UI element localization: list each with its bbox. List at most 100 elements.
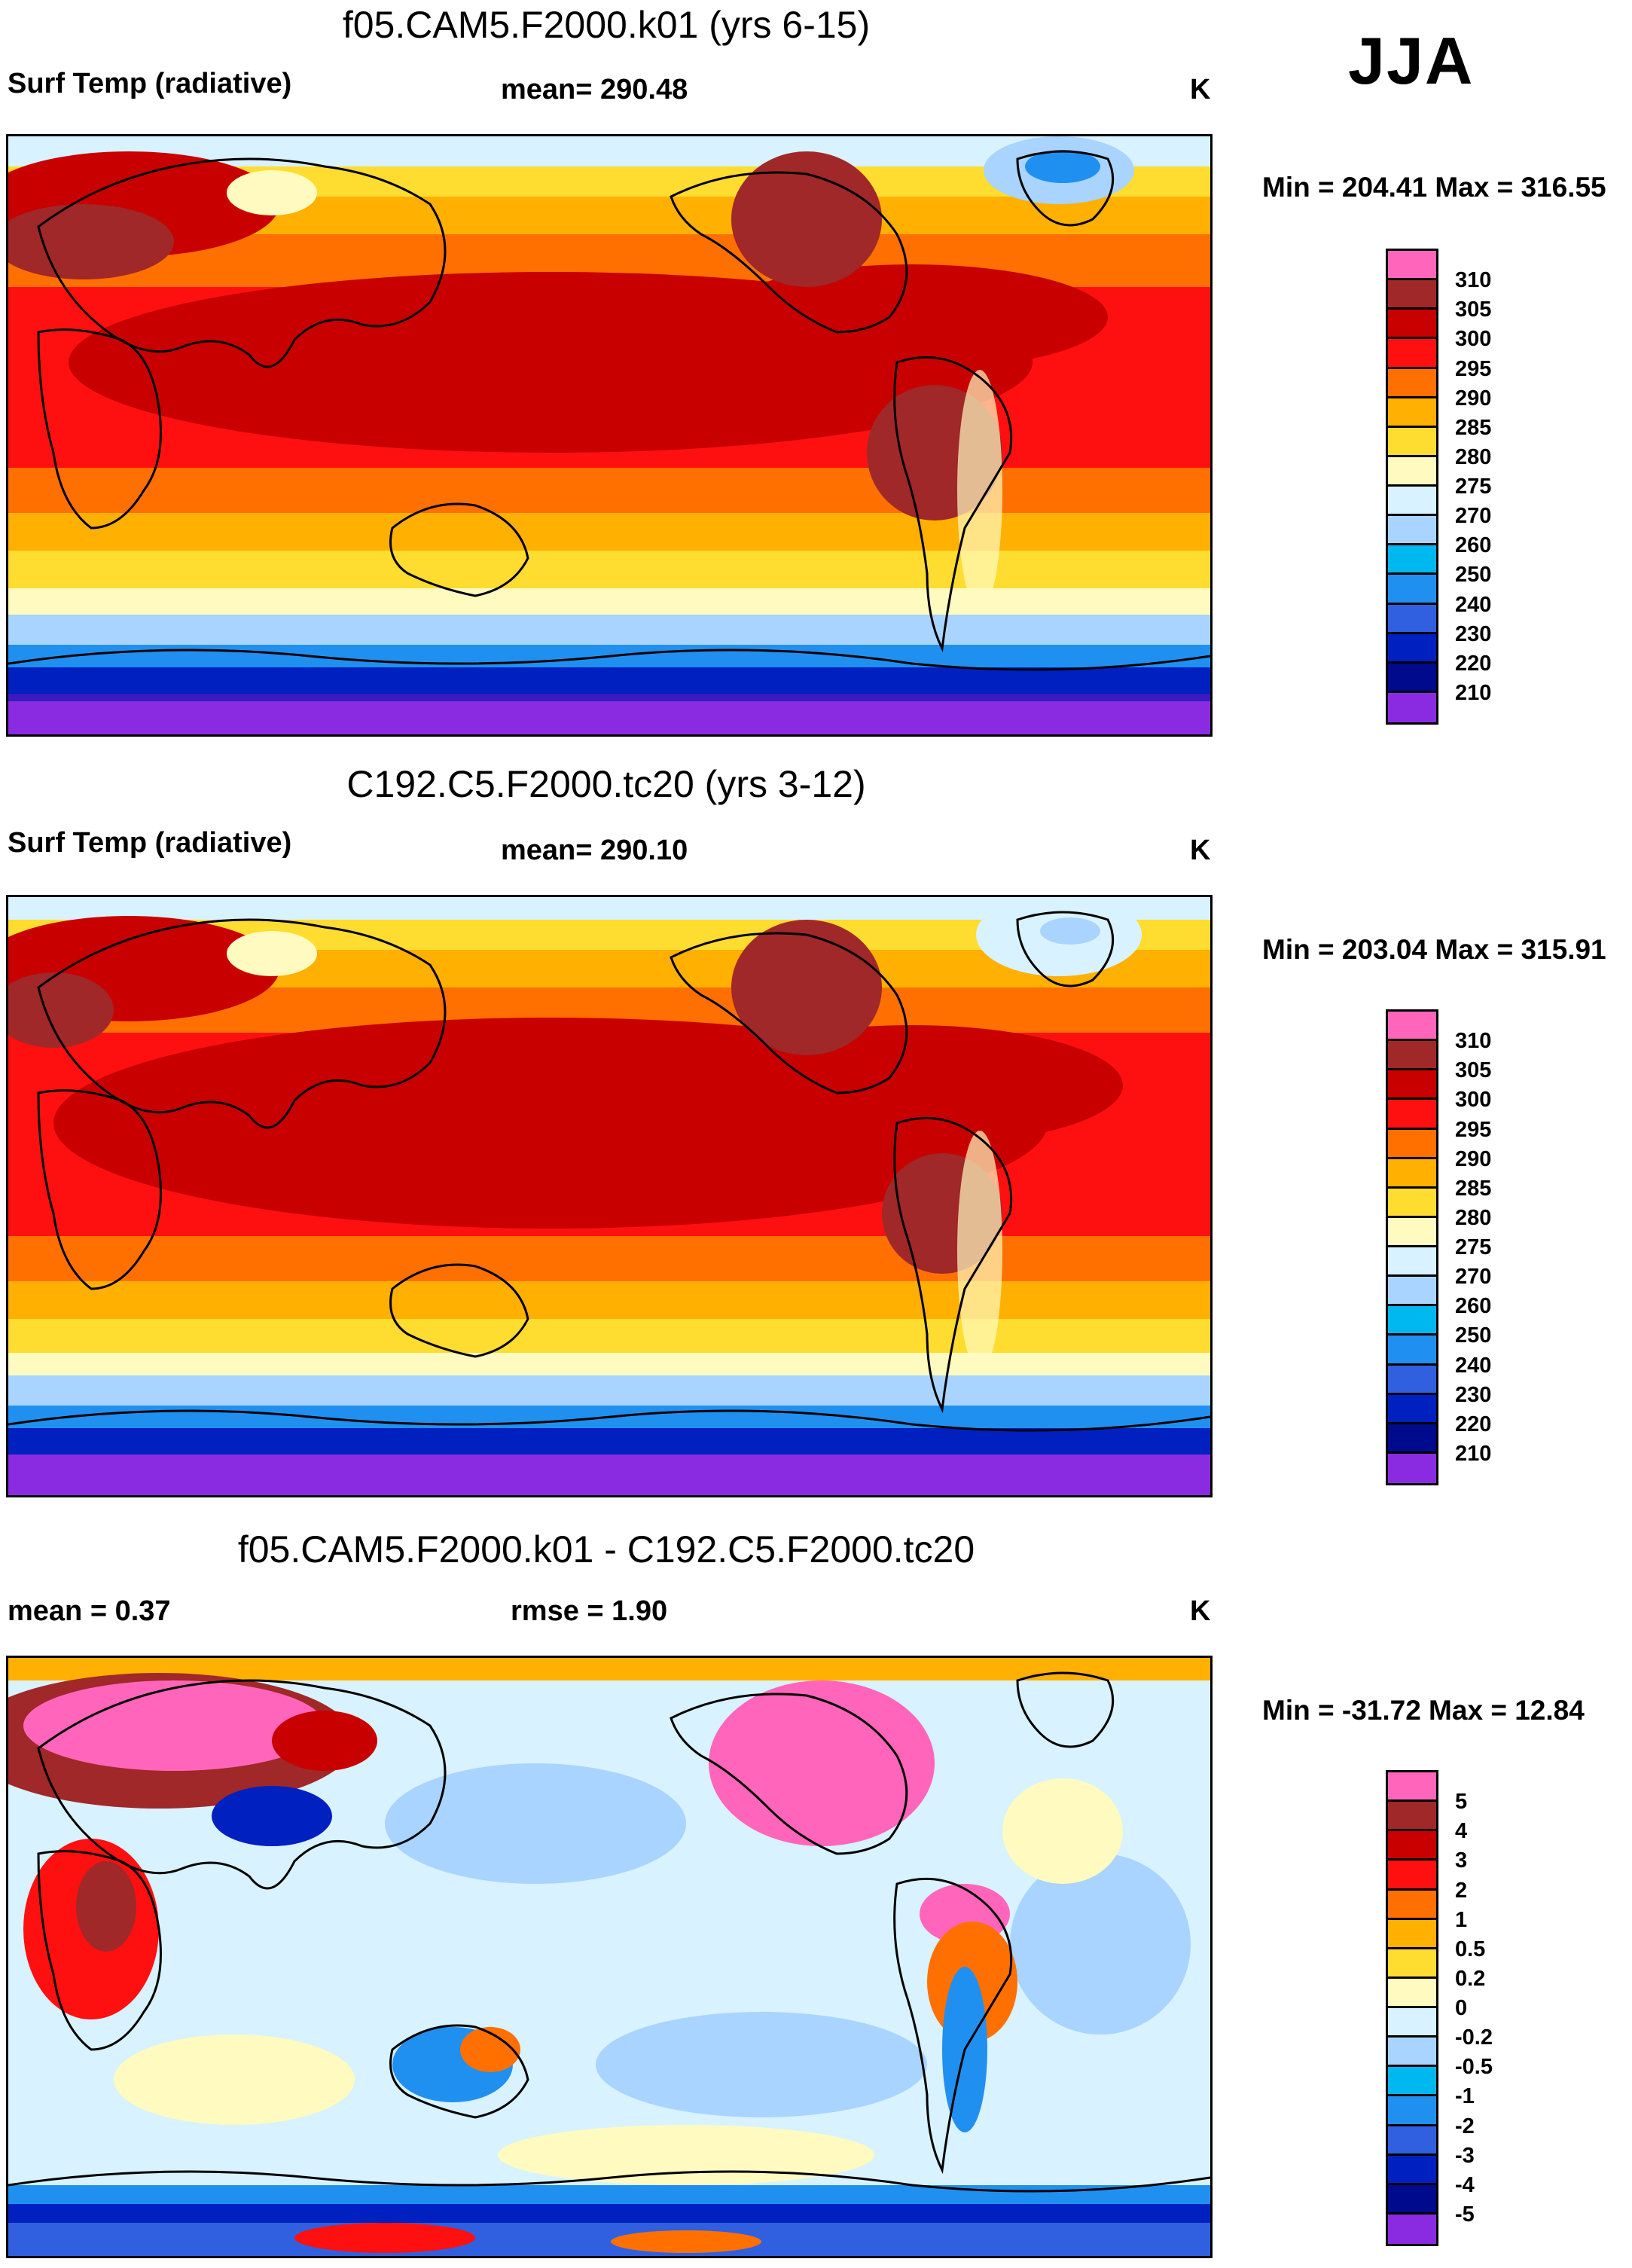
- panel-1-map-svg: [8, 136, 1210, 734]
- colorbar-label: -5: [1455, 2202, 1475, 2227]
- colorbar-box: [1388, 2008, 1436, 2038]
- colorbar-label: 0: [1455, 1996, 1468, 2020]
- colorbar-label: 310: [1455, 1029, 1492, 1054]
- colorbar-box: [1388, 1188, 1436, 1218]
- colorbar-label: 310: [1455, 268, 1492, 293]
- colorbar-label: 285: [1455, 1176, 1492, 1201]
- colorbar-label: 3: [1455, 1848, 1468, 1873]
- colorbar-box: [1388, 1453, 1436, 1483]
- colorbar-box: [1388, 1217, 1436, 1247]
- panel-1-title: f05.CAM5.F2000.k01 (yrs 6-15): [342, 4, 871, 46]
- colorbar-label: 300: [1455, 327, 1492, 352]
- panel-1-map: [6, 134, 1213, 737]
- colorbar-label: 295: [1455, 1117, 1492, 1142]
- colorbar-label: 210: [1455, 680, 1492, 705]
- colorbar-box: [1388, 1802, 1436, 1832]
- colorbar-box: [1388, 2214, 1436, 2244]
- colorbar-label: 230: [1455, 621, 1492, 646]
- colorbar-label: 280: [1455, 1205, 1492, 1230]
- panel-2-colorbar: [1386, 1009, 1438, 1485]
- colorbar-box: [1388, 2184, 1436, 2215]
- colorbar-box: [1388, 516, 1436, 546]
- colorbar-label: 295: [1455, 356, 1492, 381]
- colorbar-box: [1388, 1158, 1436, 1189]
- panel-3-units: K: [1190, 1595, 1211, 1627]
- panel-3-mean: mean = 0.37: [8, 1595, 171, 1627]
- colorbar-box: [1388, 604, 1436, 634]
- colorbar-box: [1388, 1100, 1436, 1130]
- panel-1-mean: mean= 290.48: [501, 74, 688, 105]
- colorbar-label: 285: [1455, 415, 1492, 440]
- colorbar-box: [1388, 251, 1436, 281]
- panel-3-rmse: rmse = 1.90: [511, 1595, 668, 1627]
- season-label: JJA: [1348, 23, 1475, 98]
- colorbar-label: 0.5: [1455, 1937, 1486, 1961]
- colorbar-box: [1388, 1041, 1436, 1071]
- colorbar-label: -3: [1455, 2143, 1475, 2168]
- colorbar-box: [1388, 1949, 1436, 1979]
- colorbar-box: [1388, 1012, 1436, 1042]
- colorbar-box: [1388, 1070, 1436, 1100]
- colorbar-box: [1388, 1772, 1436, 1802]
- colorbar-box: [1388, 1424, 1436, 1454]
- colorbar-label: 305: [1455, 298, 1492, 322]
- colorbar-label: 210: [1455, 1441, 1492, 1466]
- colorbar-box: [1388, 1978, 1436, 2008]
- colorbar-label: 250: [1455, 1323, 1492, 1348]
- colorbar-box: [1388, 1247, 1436, 1277]
- colorbar-label: 240: [1455, 592, 1492, 617]
- colorbar-label: 270: [1455, 504, 1492, 529]
- panel-3-map-svg: [8, 1658, 1210, 2256]
- colorbar-label: -0.2: [1455, 2025, 1493, 2050]
- colorbar-label: 230: [1455, 1382, 1492, 1407]
- colorbar-label: -1: [1455, 2084, 1475, 2109]
- colorbar-box: [1388, 280, 1436, 310]
- colorbar-box: [1388, 339, 1436, 369]
- panel-3-map: [6, 1656, 1213, 2258]
- colorbar-box: [1388, 633, 1436, 664]
- colorbar-box: [1388, 1394, 1436, 1424]
- colorbar-box: [1388, 1306, 1436, 1336]
- colorbar-label: 280: [1455, 444, 1492, 469]
- panel-2-units: K: [1190, 835, 1211, 866]
- colorbar-label: 290: [1455, 386, 1492, 411]
- colorbar-box: [1388, 1831, 1436, 1861]
- colorbar-label: 270: [1455, 1265, 1492, 1290]
- colorbar-box: [1388, 1277, 1436, 1307]
- colorbar-box: [1388, 310, 1436, 340]
- panel-2-minmax: Min = 203.04 Max = 315.91: [1262, 934, 1606, 965]
- panel-1-units: K: [1190, 74, 1211, 105]
- colorbar-box: [1388, 398, 1436, 428]
- colorbar-box: [1388, 1919, 1436, 1949]
- colorbar-box: [1388, 1860, 1436, 1891]
- colorbar-label: -0.5: [1455, 2055, 1493, 2080]
- colorbar-box: [1388, 2155, 1436, 2185]
- panel-1-variable: Surf Temp (radiative): [8, 68, 292, 99]
- colorbar-box: [1388, 2067, 1436, 2097]
- panel-2-mean: mean= 290.10: [501, 835, 688, 866]
- panel-1-colorbar: [1386, 249, 1438, 725]
- colorbar-label: 260: [1455, 1294, 1492, 1319]
- colorbar-label: 305: [1455, 1058, 1492, 1083]
- colorbar-box: [1388, 487, 1436, 517]
- colorbar-box: [1388, 1129, 1436, 1159]
- colorbar-box: [1388, 545, 1436, 575]
- panel-2-map-svg: [8, 897, 1210, 1495]
- colorbar-box: [1388, 1365, 1436, 1395]
- colorbar-label: 220: [1455, 1412, 1492, 1436]
- colorbar-label: 260: [1455, 533, 1492, 558]
- colorbar-label: 220: [1455, 651, 1492, 676]
- panel-2-variable: Surf Temp (radiative): [8, 827, 292, 859]
- colorbar-box: [1388, 692, 1436, 722]
- panel-1-minmax: Min = 204.41 Max = 316.55: [1262, 172, 1606, 203]
- colorbar-box: [1388, 1335, 1436, 1366]
- colorbar-box: [1388, 1890, 1436, 1920]
- colorbar-label: 275: [1455, 1235, 1492, 1259]
- colorbar-label: 250: [1455, 563, 1492, 588]
- colorbar-box: [1388, 2096, 1436, 2126]
- colorbar-label: -2: [1455, 2114, 1475, 2138]
- colorbar-box: [1388, 663, 1436, 693]
- panel-3-colorbar: [1386, 1770, 1438, 2246]
- colorbar-label: 1: [1455, 1907, 1468, 1932]
- panel-2-title: C192.C5.F2000.tc20 (yrs 3-12): [346, 763, 866, 805]
